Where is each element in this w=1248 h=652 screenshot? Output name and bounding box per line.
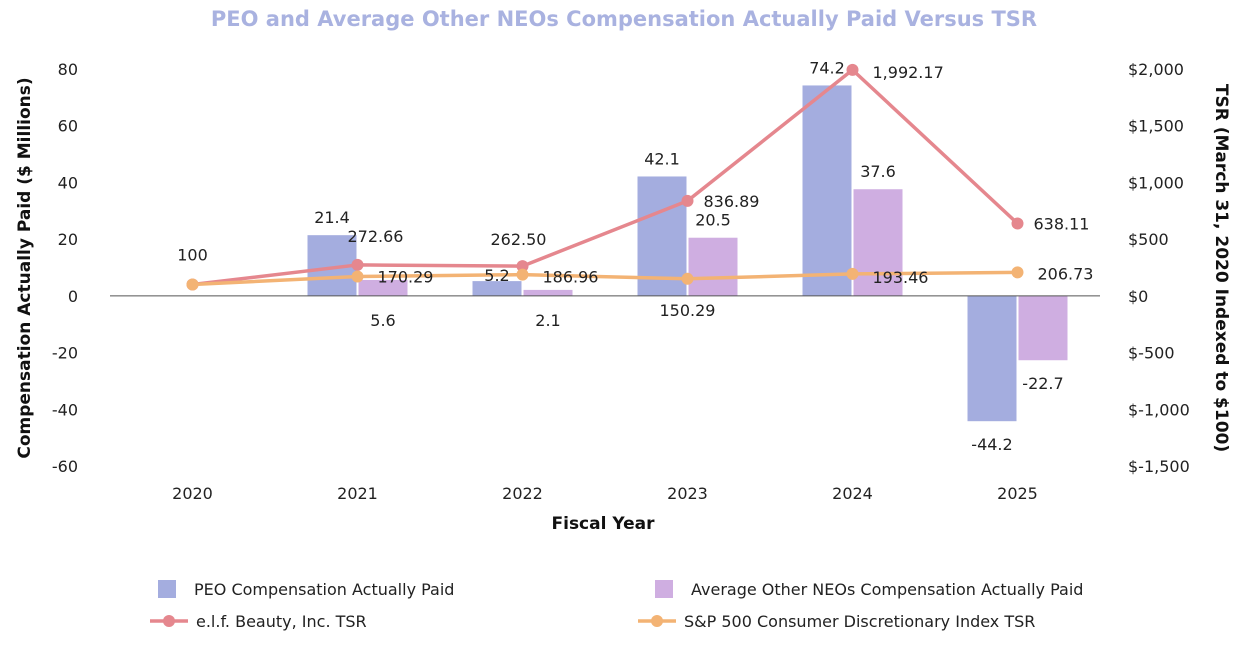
y-axis-ticks: 80 60 40 20 0 -20 -40 -60 [52, 60, 78, 476]
y2-tick-label: $0 [1128, 287, 1148, 306]
y-tick-label: 60 [58, 117, 78, 136]
legend-item: PEO Compensation Actually Paid [158, 580, 454, 599]
y2-tick-label: $2,000 [1128, 60, 1184, 79]
legend-item: e.l.f. Beauty, Inc. TSR [150, 612, 367, 631]
y2-tick-label: $-1,000 [1128, 400, 1190, 419]
elf-tsr-point [516, 260, 529, 273]
neo-bar [688, 237, 738, 296]
y-tick-label: -60 [52, 457, 78, 476]
elf-tsr-label: 100 [177, 246, 208, 265]
data-labels: 21.4 5.2 42.1 74.2 -44.2 5.6 2.1 20.5 37.6 -22.7 1… [177, 58, 1093, 454]
peo-bar-label: 21.4 [314, 208, 350, 227]
legend-label: S&P 500 Consumer Discretionary Index TSR [684, 612, 1035, 631]
peo-bar [802, 85, 852, 296]
sp500-tsr-point [846, 267, 859, 280]
bar-marks [307, 85, 1068, 422]
elf-tsr-point [1011, 217, 1024, 230]
sp500-tsr-label: 186.96 [543, 268, 599, 287]
legend-label: PEO Compensation Actually Paid [194, 580, 454, 599]
elf-tsr-point [846, 63, 859, 76]
chart-title: PEO and Average Other NEOs Compensation … [211, 7, 1037, 31]
peo-bar [472, 281, 522, 296]
y-tick-label: 80 [58, 60, 78, 79]
y2-axis-title: TSR (March 31, 2020 Indexed to $100) [1211, 84, 1231, 452]
y-tick-label: -40 [52, 400, 78, 419]
sp500-tsr-label: 206.73 [1038, 264, 1094, 283]
elf-tsr-point [681, 194, 694, 207]
sp500-tsr-point [1011, 266, 1024, 279]
sp500-tsr-label: 170.29 [378, 268, 434, 287]
legend-marker-sp500 [651, 615, 663, 627]
elf-tsr-label: 1,992.17 [873, 63, 944, 82]
neo-bar-label: 37.6 [860, 162, 896, 181]
peo-bar [967, 295, 1017, 422]
x-tick-label: 2020 [172, 484, 213, 503]
y2-tick-label: $500 [1128, 230, 1169, 249]
legend-label: Average Other NEOs Compensation Actually… [691, 580, 1083, 599]
y-axis-title: Compensation Actually Paid ($ Millions) [15, 77, 35, 458]
y2-tick-label: $-1,500 [1128, 457, 1190, 476]
peo-bar-label: 42.1 [644, 149, 680, 168]
legend-swatch-neo [655, 580, 673, 598]
y-tick-label: 0 [68, 287, 78, 306]
neo-bar [1018, 295, 1068, 361]
x-tick-label: 2025 [997, 484, 1038, 503]
sp500-tsr-point [681, 272, 694, 285]
legend-label: e.l.f. Beauty, Inc. TSR [196, 612, 367, 631]
x-tick-label: 2021 [337, 484, 378, 503]
legend-item: Average Other NEOs Compensation Actually… [655, 580, 1083, 599]
neo-bar [358, 279, 408, 296]
line-marks [186, 63, 1024, 291]
elf-tsr-label: 638.11 [1034, 214, 1090, 233]
legend-marker-elf [163, 615, 175, 627]
elf-tsr-label: 272.66 [348, 227, 404, 246]
y2-axis-ticks: $2,000 $1,500 $1,000 $500 $0 $-500 $-1,000 $-1,… [1128, 60, 1190, 476]
sp500-tsr-point [516, 268, 529, 281]
x-axis-title: Fiscal Year [552, 514, 656, 534]
neo-bar-label: 20.5 [695, 211, 731, 230]
y2-tick-label: $1,000 [1128, 173, 1184, 192]
neo-bar [853, 189, 903, 296]
y-tick-label: 20 [58, 230, 78, 249]
sp500-tsr-point [186, 278, 199, 291]
neo-bar [523, 289, 573, 296]
elf-tsr-label: 262.50 [491, 230, 547, 249]
legend: PEO Compensation Actually Paid Average Ot… [150, 580, 1083, 631]
legend-swatch-peo [158, 580, 176, 598]
neo-bar-label: 2.1 [535, 311, 560, 330]
y2-tick-label: $-500 [1128, 344, 1175, 363]
y2-tick-label: $1,500 [1128, 117, 1184, 136]
peo-bar-label: 74.2 [809, 58, 845, 77]
elf-tsr-label: 836.89 [704, 192, 760, 211]
legend-item: S&P 500 Consumer Discretionary Index TSR [638, 612, 1035, 631]
x-tick-label: 2023 [667, 484, 708, 503]
sp500-tsr-label: 193.46 [873, 268, 929, 287]
sp500-tsr-label: 150.29 [660, 301, 716, 320]
elf-tsr-point [351, 258, 364, 271]
sp500-tsr-line [192, 270, 1018, 287]
x-axis-ticks: 2020 2021 2022 2023 2024 2025 [172, 484, 1038, 503]
x-tick-label: 2024 [832, 484, 873, 503]
peo-bar-label: -44.2 [971, 435, 1012, 454]
y-tick-label: 40 [58, 173, 78, 192]
x-tick-label: 2022 [502, 484, 543, 503]
peo-bar [637, 176, 687, 296]
elf-tsr-line [192, 68, 1019, 287]
peo-bar-label: 5.2 [484, 266, 509, 285]
neo-bar-label: 5.6 [370, 311, 395, 330]
neo-bar-label: -22.7 [1022, 374, 1063, 393]
y-tick-label: -20 [52, 344, 78, 363]
sp500-tsr-point [351, 270, 364, 283]
